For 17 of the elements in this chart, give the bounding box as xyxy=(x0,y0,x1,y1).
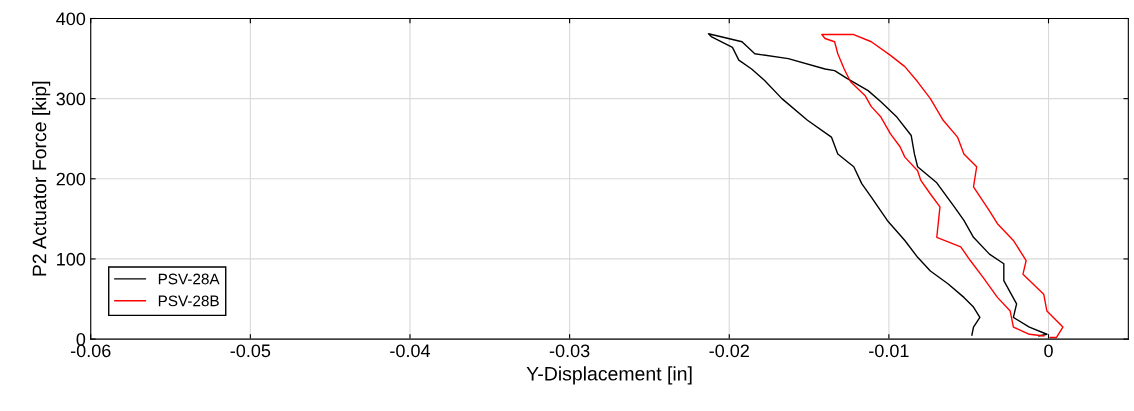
x-axis-title: Y-Displacement [in] xyxy=(526,366,692,385)
x-tick-label: -0.02 xyxy=(709,344,749,358)
x-tick-label: -0.05 xyxy=(230,344,271,358)
x-tick-label: -0.01 xyxy=(869,344,909,358)
y-tick-label: 300 xyxy=(56,92,86,106)
x-tick-label: -0.06 xyxy=(70,344,111,358)
y-tick-label: 400 xyxy=(56,12,86,26)
x-tick-label: 0 xyxy=(1044,344,1053,358)
x-tick-label: -0.03 xyxy=(549,344,590,358)
y-tick-label: 200 xyxy=(56,172,86,186)
y-axis-title: P2 Actuator Force [kip] xyxy=(32,81,51,276)
y-tick-label: 100 xyxy=(57,252,86,266)
legend-label: PSV-28B xyxy=(158,295,219,307)
line-series xyxy=(821,33,1064,339)
y-tick-label: 0 xyxy=(76,333,86,346)
legend-label: PSV-28A xyxy=(158,273,220,285)
x-tick-label: -0.04 xyxy=(390,344,431,358)
